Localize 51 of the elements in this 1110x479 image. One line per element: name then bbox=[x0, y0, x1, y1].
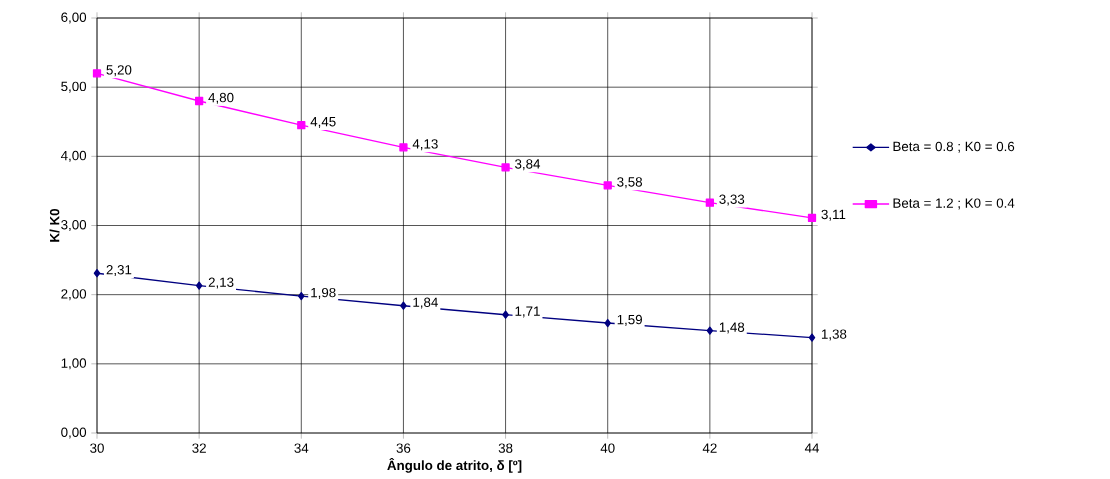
data-label: 4,80 bbox=[208, 92, 234, 104]
point bbox=[93, 269, 101, 278]
x-tick-label: 40 bbox=[600, 443, 615, 453]
legend-label: Beta = 1.2 ; K0 = 0.4 bbox=[893, 198, 1015, 210]
x-tick-label: 38 bbox=[498, 443, 513, 453]
point bbox=[298, 291, 305, 301]
data-label: 3,58 bbox=[617, 177, 643, 189]
y-axis-title: K/ K0 bbox=[49, 209, 60, 242]
data-label: 2,13 bbox=[208, 277, 234, 289]
point bbox=[400, 301, 407, 310]
point bbox=[604, 318, 611, 328]
x-tick-label: 36 bbox=[396, 443, 411, 453]
y-tick-label: 2,00 bbox=[61, 289, 87, 301]
data-label: 2,31 bbox=[106, 265, 132, 277]
data-label: 3,84 bbox=[515, 159, 541, 171]
data-label: 5,20 bbox=[106, 65, 132, 77]
point bbox=[297, 121, 306, 130]
data-label: 3,11 bbox=[821, 209, 846, 221]
data-label: 4,45 bbox=[310, 117, 336, 128]
x-tick-label: 44 bbox=[804, 443, 820, 453]
data-label: 1,48 bbox=[719, 322, 745, 334]
point bbox=[92, 69, 102, 78]
point bbox=[195, 96, 204, 106]
y-tick-label: 5,00 bbox=[61, 81, 87, 93]
point bbox=[501, 163, 510, 172]
y-tick-label: 6,00 bbox=[61, 12, 87, 24]
point bbox=[603, 181, 612, 190]
point bbox=[705, 198, 714, 207]
y-tick-label: 3,00 bbox=[61, 220, 87, 232]
point bbox=[807, 213, 817, 223]
y-tick-label: 0,00 bbox=[61, 427, 87, 439]
x-tick-label: 34 bbox=[294, 443, 309, 453]
y-tick-label: 4,00 bbox=[60, 150, 87, 162]
data-label: 1,38 bbox=[821, 329, 847, 341]
data-label: 4,13 bbox=[412, 139, 438, 151]
x-axis-title: Ângulo de atrito, δ [º] bbox=[387, 457, 522, 473]
data-label: 1,71 bbox=[515, 306, 540, 318]
point bbox=[195, 281, 203, 290]
x-tick-label: 42 bbox=[702, 443, 717, 453]
point bbox=[399, 143, 408, 152]
data-label: 1,98 bbox=[311, 287, 336, 299]
data-label: 1,84 bbox=[413, 297, 438, 309]
y-tick-label: 1,00 bbox=[61, 358, 87, 370]
data-label: 1,59 bbox=[617, 314, 642, 326]
point bbox=[502, 310, 509, 319]
x-tick-label: 32 bbox=[192, 443, 206, 453]
point bbox=[808, 333, 816, 342]
data-label: 3,33 bbox=[719, 194, 745, 206]
x-tick-label: 30 bbox=[90, 443, 104, 453]
legend-label: Beta = 0.8 ; K0 = 0.6 bbox=[893, 141, 1015, 153]
point bbox=[706, 326, 714, 335]
